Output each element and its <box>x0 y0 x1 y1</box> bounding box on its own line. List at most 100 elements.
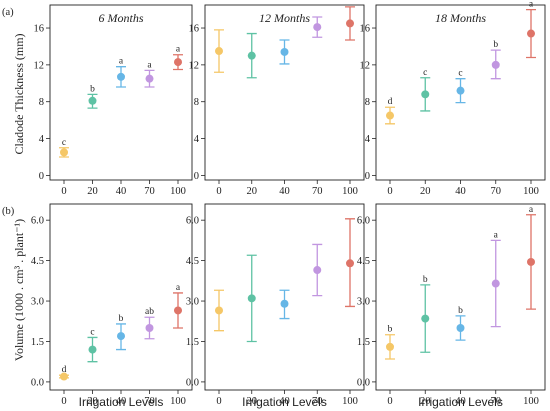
data-point <box>215 47 223 56</box>
panel-0-2: 0 4 8 12 16 0 20 40 70 100 18 Months d c c b a <box>360 0 546 197</box>
y-tick-label: 4.5 <box>357 256 370 267</box>
data-point <box>527 257 535 266</box>
significance-label: a <box>176 283 181 293</box>
significance-label: c <box>423 68 427 78</box>
significance-label: a <box>176 45 181 55</box>
ylabel-row-a: Cladode Thickness (mm) <box>12 33 26 154</box>
y-tick-label: 1.5 <box>186 337 199 348</box>
x-tick-label: 70 <box>144 396 155 407</box>
significance-label: b <box>458 306 463 316</box>
x-axis-label: Irrigation Levels <box>242 395 327 409</box>
data-point <box>386 342 394 351</box>
significance-label: d <box>62 365 67 375</box>
x-tick-label: 20 <box>420 396 431 407</box>
ylabel-row-b: Volume (1000 . cm³ . plant⁻¹) <box>12 219 26 361</box>
significance-label: a <box>494 230 499 240</box>
data-point <box>88 96 97 105</box>
x-axis-label: Irrigation Levels <box>418 395 503 409</box>
data-point <box>60 372 68 381</box>
y-tick-label: 1.5 <box>31 337 44 348</box>
panel-frame <box>49 4 193 181</box>
x-tick-label: 40 <box>455 396 466 407</box>
y-tick-label: 12 <box>360 60 371 71</box>
panel-frame <box>49 203 193 391</box>
data-point <box>421 314 430 323</box>
data-point <box>456 324 465 332</box>
y-tick-label: 0 <box>194 171 199 182</box>
data-point <box>456 86 465 95</box>
x-tick-label: 70 <box>312 396 323 407</box>
y-tick-label: 8 <box>365 97 370 108</box>
y-tick-label: 0 <box>365 171 370 182</box>
x-tick-label: 70 <box>491 396 502 407</box>
data-point <box>174 306 182 315</box>
x-tick-label: 100 <box>170 186 186 197</box>
data-point <box>60 148 68 157</box>
data-point <box>88 345 97 354</box>
significance-label: a <box>119 57 124 67</box>
y-tick-label: 12 <box>189 60 200 71</box>
y-tick-label: 12 <box>34 60 45 71</box>
x-tick-label: 100 <box>342 396 358 407</box>
significance-label: c <box>62 138 66 148</box>
panel-frame <box>375 203 546 391</box>
significance-label: b <box>388 325 393 335</box>
data-point <box>247 51 256 60</box>
x-tick-label: 20 <box>247 396 258 407</box>
data-point <box>174 58 182 67</box>
panel-title: 6 Months <box>99 11 144 25</box>
x-tick-label: 70 <box>144 186 155 197</box>
x-axis-label: Irrigation Levels <box>79 395 164 409</box>
x-tick-label: 0 <box>216 186 221 197</box>
panel-title: 12 Months <box>259 11 310 25</box>
significance-label: b <box>493 40 498 50</box>
panel-1-2: 0.0 1.5 3.0 4.5 6.0 0 20 40 70 100 Irrigation Leve… <box>357 203 546 409</box>
x-tick-label: 100 <box>523 186 539 197</box>
data-point <box>280 47 289 56</box>
x-tick-label: 40 <box>116 186 127 197</box>
data-point <box>145 74 154 83</box>
data-point <box>491 60 500 69</box>
x-tick-label: 20 <box>87 186 98 197</box>
y-tick-label: 16 <box>360 24 371 35</box>
panel-0-0: 0 4 8 12 16 0 20 40 70 100 6 Months c b a a a <box>34 4 193 197</box>
data-point <box>117 72 125 81</box>
data-point <box>215 306 223 315</box>
y-tick-label: 3.0 <box>186 297 199 308</box>
x-tick-label: 0 <box>387 396 392 407</box>
y-tick-label: 4.5 <box>31 256 44 267</box>
significance-label: a <box>529 0 534 10</box>
significance-label: b <box>119 314 124 324</box>
x-tick-label: 20 <box>420 186 431 197</box>
x-tick-label: 40 <box>279 396 290 407</box>
y-tick-label: 4.5 <box>186 256 199 267</box>
data-point <box>313 266 322 275</box>
data-point <box>527 29 535 38</box>
y-tick-label: 0.0 <box>357 377 370 388</box>
y-tick-label: 3.0 <box>357 297 370 308</box>
significance-label: c <box>458 69 462 79</box>
x-tick-label: 70 <box>312 186 323 197</box>
row-tag-a: (a) <box>2 7 14 18</box>
significance-label: ab <box>145 307 154 317</box>
row-tag-b: (b) <box>2 206 15 217</box>
y-tick-label: 6.0 <box>357 216 370 227</box>
y-tick-label: 4 <box>39 134 45 145</box>
x-tick-label: 20 <box>247 186 258 197</box>
data-point <box>346 259 354 268</box>
y-tick-label: 0.0 <box>31 377 44 388</box>
x-tick-label: 40 <box>116 396 127 407</box>
x-tick-label: 100 <box>170 396 186 407</box>
x-tick-label: 20 <box>87 396 98 407</box>
significance-label: d <box>388 97 393 107</box>
y-tick-label: 8 <box>39 97 44 108</box>
data-point <box>247 294 256 303</box>
y-tick-label: 4 <box>194 134 200 145</box>
significance-label: c <box>90 327 94 337</box>
panel-1-1: 0.0 1.5 3.0 4.5 6.0 0 20 40 70 100 Irrigation Leve… <box>186 203 365 409</box>
data-point <box>421 90 430 99</box>
data-point <box>491 279 500 288</box>
y-tick-label: 3.0 <box>31 297 44 308</box>
y-tick-label: 4 <box>365 134 371 145</box>
